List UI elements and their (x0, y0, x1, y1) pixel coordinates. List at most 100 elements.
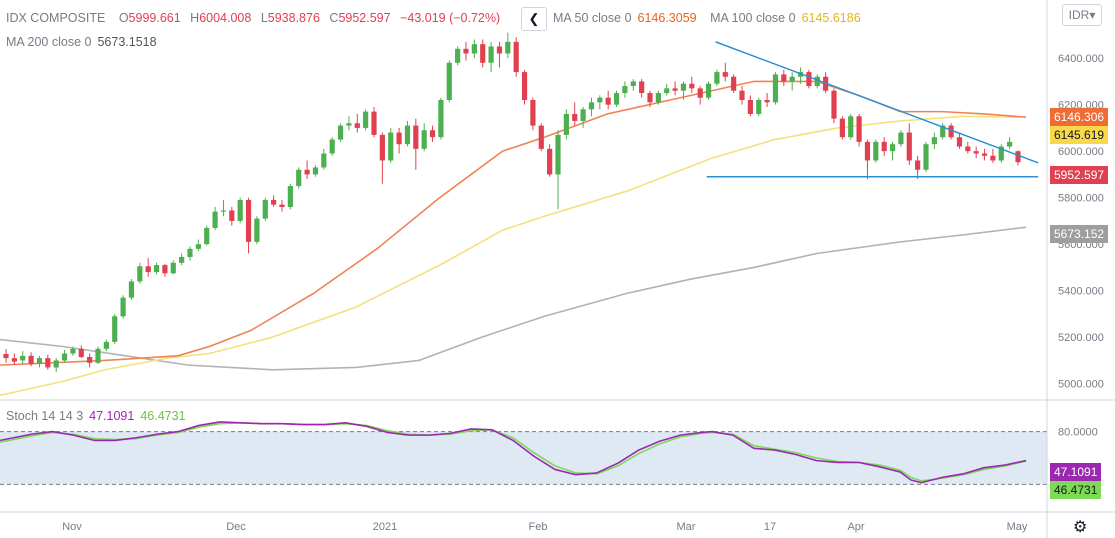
chevron-left-icon[interactable]: ❮ (521, 7, 547, 31)
candle-body (337, 125, 344, 140)
stoch-band (0, 431, 1047, 485)
candle-body (61, 353, 68, 361)
candle-body (446, 62, 452, 100)
candle-body (220, 210, 227, 212)
candle-body (505, 41, 511, 54)
price-axis-tick: 5000.000 (1058, 379, 1104, 391)
candle-body (153, 265, 160, 273)
currency-selector[interactable]: IDR▾ (1062, 4, 1102, 26)
candle-body (287, 186, 293, 207)
descending-trendline (715, 41, 1039, 164)
candle-body (521, 72, 528, 100)
price-axis-tick: 5400.000 (1058, 286, 1104, 298)
candle-body (814, 76, 820, 87)
candle-body (396, 132, 402, 145)
stoch-d-tag: 46.4731 (1050, 481, 1102, 499)
candle-body (538, 125, 544, 149)
candle-body (940, 125, 946, 138)
candle-body (170, 262, 176, 274)
candle-body (622, 86, 628, 94)
candle-body (480, 44, 486, 63)
candle-body (530, 100, 536, 126)
time-axis-tick: May (1007, 521, 1028, 533)
candle-body (388, 132, 394, 161)
gear-icon[interactable]: ⚙ (1073, 519, 1088, 536)
candle-body (597, 97, 603, 103)
candle-body (404, 125, 411, 145)
candle-body (1015, 151, 1021, 163)
price-axis-tick: 6400.000 (1058, 53, 1104, 65)
candle-body (128, 281, 135, 298)
candle-body (463, 48, 469, 54)
candle-body (496, 46, 503, 54)
candle-body (438, 100, 444, 138)
price-axis-tick: 6000.000 (1058, 146, 1104, 158)
candle-body (120, 297, 126, 317)
stoch-k-tag: 47.1091 (1050, 463, 1102, 481)
candle-body (254, 218, 260, 242)
ma50-price-tag: 6146.306 (1050, 108, 1109, 126)
close-label: C (329, 11, 339, 25)
candle-body (137, 266, 143, 282)
symbol-title: IDX COMPOSITE (6, 11, 106, 25)
candle-body (998, 146, 1004, 161)
candle-body (3, 353, 9, 359)
candle-body (379, 134, 385, 161)
candle-body (70, 348, 76, 354)
time-axis-tick: 17 (764, 521, 776, 533)
price-axis-tick: 5800.000 (1058, 193, 1104, 205)
close-price-tag: 5952.597 (1050, 166, 1109, 184)
candle-body (95, 348, 101, 363)
candle-body (304, 169, 310, 175)
candle-body (655, 93, 661, 103)
candle-body (906, 132, 912, 161)
candle-body (455, 48, 461, 63)
candle-body (764, 100, 770, 103)
candle-body (421, 130, 427, 149)
ma200-value: 5673.1518 (97, 35, 157, 49)
candle-body (179, 256, 185, 263)
candle-body (915, 160, 921, 170)
candle-body (781, 74, 787, 82)
candle-body (204, 227, 210, 245)
time-axis-tick: Mar (677, 521, 696, 533)
ma50-value: 6146.3059 (637, 11, 697, 25)
candle-body (195, 244, 201, 249)
ma200-price-tag: 5673.152 (1050, 225, 1109, 243)
candle-body (45, 358, 51, 368)
ma100-price-tag: 6145.619 (1050, 126, 1109, 144)
low-value: 5938.876 (267, 11, 320, 25)
candle-body (413, 125, 419, 149)
candle-body (187, 248, 193, 257)
candle-body (555, 134, 561, 175)
candle-body (931, 137, 937, 145)
ma200-legend: MA 200 close 0 5673.1518 (6, 35, 163, 49)
low-label: L (260, 11, 268, 25)
candle-body (831, 90, 837, 119)
candle-body (354, 123, 360, 128)
candle-body (245, 200, 252, 242)
candle-body (237, 200, 243, 221)
candle-body (212, 211, 218, 228)
time-axis-tick: Nov (62, 521, 82, 533)
candle-body (605, 97, 611, 105)
candle-body (371, 111, 377, 135)
candle-body (1007, 141, 1013, 147)
candle-body (262, 200, 268, 219)
stoch-legend: Stoch 14 14 3 47.1091 46.4731 (6, 409, 192, 423)
candle-body (363, 111, 369, 128)
high-value: 6004.008 (199, 11, 252, 25)
ma100-label: MA 100 close 0 (710, 11, 796, 25)
candle-body (772, 74, 779, 103)
candle-body (714, 72, 720, 84)
candle-body (613, 93, 620, 105)
candle-body (20, 355, 26, 361)
candle-body (981, 153, 988, 156)
candle-body (471, 44, 477, 54)
candle-body (271, 200, 277, 205)
candle-body (664, 88, 670, 94)
candle-body (722, 72, 728, 77)
candle-body (547, 148, 553, 175)
